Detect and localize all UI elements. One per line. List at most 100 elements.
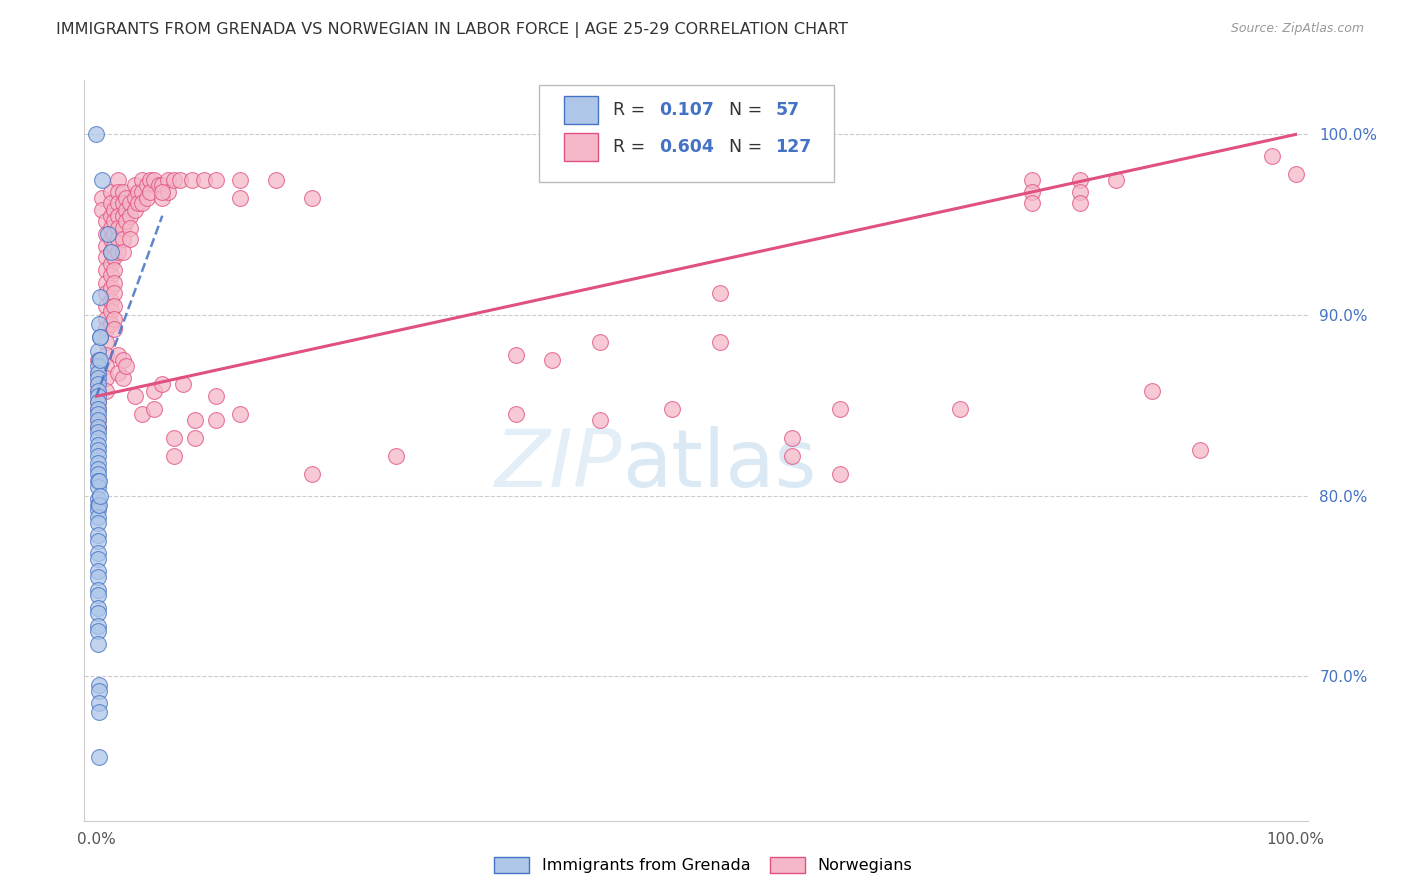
- Point: [86, 570, 108, 584]
- Point: [86, 128, 108, 142]
- Point: [100, 221, 122, 235]
- Point: [86, 624, 108, 638]
- Point: [183, 431, 205, 445]
- Point: [86, 492, 108, 507]
- Point: [1260, 149, 1282, 163]
- Text: N =: N =: [728, 138, 768, 156]
- Point: [91, 203, 114, 218]
- Point: [157, 186, 180, 200]
- Point: [1284, 167, 1306, 181]
- Point: [107, 221, 129, 235]
- Point: [709, 335, 731, 350]
- Point: [589, 413, 612, 427]
- Point: [264, 172, 287, 186]
- Point: [107, 232, 129, 246]
- Point: [94, 322, 117, 336]
- Point: [131, 196, 153, 211]
- Point: [94, 214, 117, 228]
- Point: [135, 191, 157, 205]
- Point: [1021, 172, 1043, 186]
- Point: [86, 461, 108, 475]
- Point: [111, 232, 134, 246]
- Point: [780, 431, 803, 445]
- Point: [86, 408, 108, 422]
- Point: [94, 348, 117, 362]
- Point: [94, 227, 117, 241]
- Point: [86, 401, 108, 416]
- Point: [86, 394, 108, 409]
- Point: [828, 467, 851, 481]
- Point: [541, 353, 564, 368]
- FancyBboxPatch shape: [564, 133, 598, 161]
- Point: [131, 408, 153, 422]
- Point: [115, 191, 138, 205]
- Point: [148, 178, 170, 192]
- Point: [135, 178, 157, 192]
- Point: [100, 257, 122, 271]
- Point: [94, 359, 117, 373]
- Point: [89, 489, 111, 503]
- Point: [103, 299, 125, 313]
- Point: [86, 467, 108, 481]
- Text: 0.107: 0.107: [659, 101, 714, 119]
- Point: [1140, 384, 1163, 398]
- Point: [157, 172, 180, 186]
- Point: [103, 311, 125, 326]
- Point: [86, 344, 108, 359]
- Point: [100, 293, 122, 308]
- Point: [86, 474, 108, 488]
- Point: [86, 371, 108, 385]
- Point: [229, 191, 252, 205]
- Point: [100, 196, 122, 211]
- Point: [103, 286, 125, 301]
- Point: [103, 250, 125, 264]
- Point: [100, 317, 122, 331]
- Point: [118, 209, 141, 223]
- Text: atlas: atlas: [623, 426, 817, 504]
- Point: [150, 376, 173, 391]
- Point: [87, 353, 110, 368]
- Point: [229, 172, 252, 186]
- Point: [163, 449, 186, 463]
- Text: ZIP: ZIP: [495, 426, 623, 504]
- Point: [86, 637, 108, 651]
- Point: [100, 304, 122, 318]
- Point: [86, 376, 108, 391]
- Point: [86, 438, 108, 452]
- Point: [111, 221, 134, 235]
- Point: [86, 479, 108, 493]
- Point: [163, 431, 186, 445]
- Point: [709, 286, 731, 301]
- Point: [86, 420, 108, 434]
- Point: [86, 413, 108, 427]
- Point: [127, 196, 149, 211]
- Point: [205, 172, 228, 186]
- Point: [86, 376, 108, 391]
- Point: [97, 227, 120, 241]
- Point: [111, 209, 134, 223]
- Point: [301, 191, 323, 205]
- Point: [505, 348, 527, 362]
- Point: [107, 196, 129, 211]
- Point: [949, 401, 972, 416]
- Point: [124, 203, 146, 218]
- Point: [94, 371, 117, 385]
- Point: [172, 376, 194, 391]
- Point: [87, 750, 110, 764]
- Point: [86, 516, 108, 530]
- Point: [505, 408, 527, 422]
- Point: [107, 366, 129, 380]
- Point: [103, 203, 125, 218]
- Point: [100, 186, 122, 200]
- Point: [131, 186, 153, 200]
- Point: [91, 172, 114, 186]
- Point: [86, 606, 108, 620]
- Point: [115, 203, 138, 218]
- FancyBboxPatch shape: [540, 86, 834, 183]
- Text: IMMIGRANTS FROM GRENADA VS NORWEGIAN IN LABOR FORCE | AGE 25-29 CORRELATION CHAR: IMMIGRANTS FROM GRENADA VS NORWEGIAN IN …: [56, 22, 848, 38]
- Point: [94, 239, 117, 253]
- Point: [86, 498, 108, 512]
- Point: [86, 600, 108, 615]
- Point: [86, 503, 108, 517]
- Point: [87, 474, 110, 488]
